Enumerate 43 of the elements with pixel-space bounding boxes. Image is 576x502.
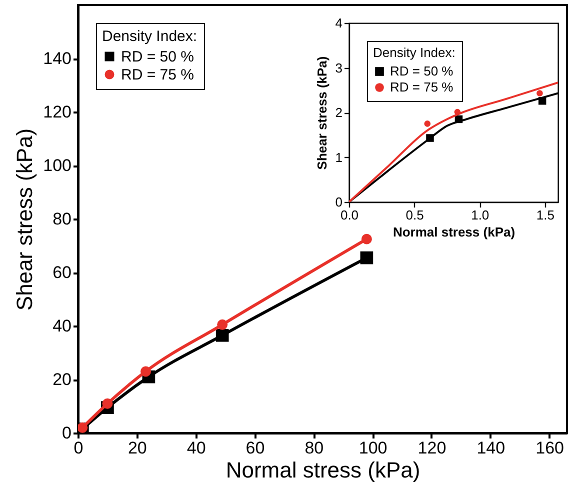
x-tick-label: 0 <box>74 438 84 458</box>
legend-label: RD = 75 % <box>390 80 454 94</box>
point <box>102 398 113 409</box>
legend-label: RD = 75 % <box>121 66 194 84</box>
x-tick-label: 20 <box>128 438 147 458</box>
legend-label: RD = 50 % <box>121 48 194 66</box>
point <box>536 90 543 96</box>
y-tick-label: 20 <box>52 370 72 389</box>
x-tick-label: 40 <box>186 438 206 458</box>
y-tick-label: 60 <box>52 263 72 282</box>
x-tick-label: 1.0 <box>471 208 490 222</box>
y-tick-label: 120 <box>43 102 72 122</box>
legend-title: Density Index: <box>102 28 198 45</box>
legend-label: RD = 50 % <box>390 64 454 78</box>
x-tick-label: 1.5 <box>536 208 554 222</box>
x-axis-title: Normal stress (kPa) <box>392 224 516 240</box>
point <box>216 328 229 342</box>
x-tick-label: 0.5 <box>406 208 424 222</box>
legend-title: Density Index: <box>373 45 456 60</box>
point <box>140 366 151 377</box>
y-tick-label: 0 <box>335 194 342 210</box>
point <box>424 120 431 127</box>
y-tick-label: 100 <box>43 156 72 175</box>
point <box>360 251 374 264</box>
x-tick-label: 100 <box>358 438 388 458</box>
x-tick-label: 0.0 <box>340 208 359 222</box>
y-tick-label: 0 <box>62 424 72 442</box>
x-tick-label: 60 <box>246 438 265 458</box>
y-tick-label: 2 <box>335 105 342 120</box>
y-axis-title: Shear stress (kPa) <box>314 56 330 170</box>
y-tick-label: 40 <box>52 316 72 336</box>
y-tick-label: 1 <box>335 150 342 165</box>
x-tick-label: 80 <box>304 438 324 458</box>
x-tick-label: 120 <box>418 438 446 458</box>
y-tick-label: 3 <box>335 60 342 76</box>
x-tick-label: 160 <box>536 438 564 458</box>
y-tick-label: 140 <box>43 49 72 68</box>
point <box>361 234 372 244</box>
y-axis-title: Shear stress (kPa) <box>12 128 38 311</box>
x-tick-label: 140 <box>476 438 506 458</box>
y-tick-label: 4 <box>335 16 342 30</box>
x-axis-title: Normal stress (kPa) <box>226 458 420 482</box>
point <box>217 319 228 330</box>
